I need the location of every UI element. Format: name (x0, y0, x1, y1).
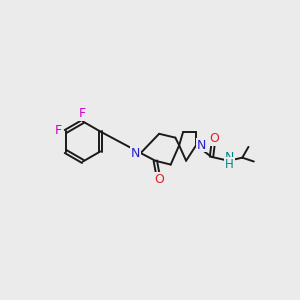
Text: O: O (154, 173, 164, 186)
Text: F: F (79, 107, 86, 120)
Text: O: O (210, 132, 220, 145)
Text: H: H (225, 158, 234, 171)
Text: N: N (130, 146, 140, 160)
Text: F: F (54, 124, 61, 137)
Text: N: N (224, 151, 234, 164)
Text: N: N (197, 139, 206, 152)
